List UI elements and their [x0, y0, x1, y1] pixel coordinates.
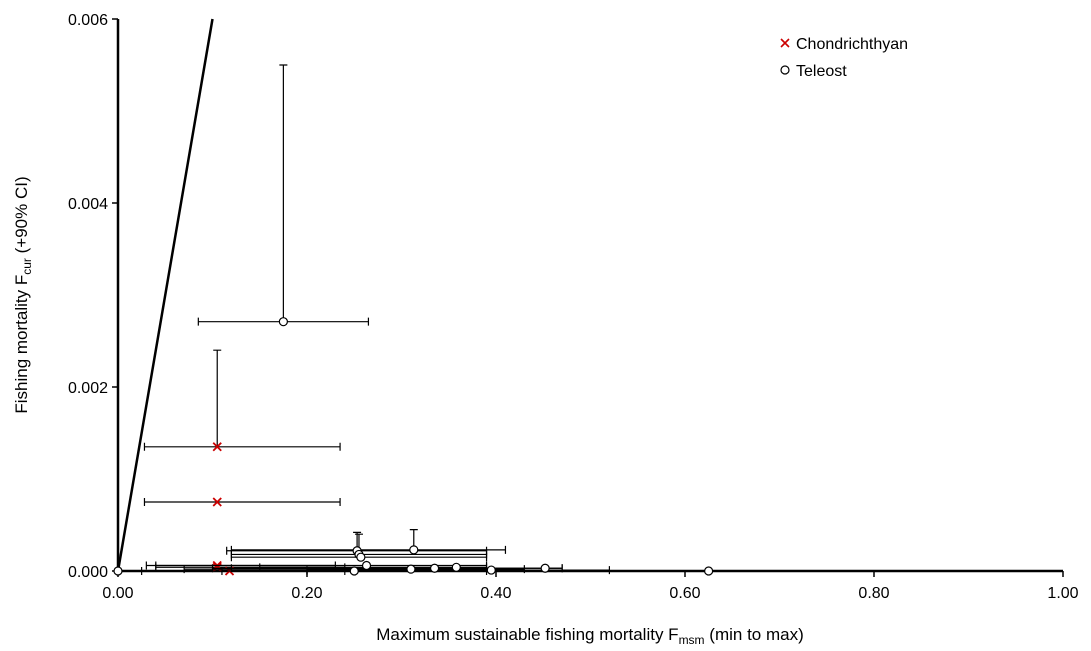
- legend-marker: [780, 65, 790, 75]
- point: [451, 562, 461, 572]
- x-tick-label: 0.60: [669, 585, 700, 602]
- reference-line: [116, 18, 214, 572]
- x-tick-label: 0.20: [291, 585, 322, 602]
- legend-marker: [780, 38, 790, 48]
- x-axis-label: Maximum sustainable fishing mortality Fm…: [376, 625, 804, 647]
- point: [429, 563, 440, 573]
- point: [361, 560, 372, 571]
- point: [406, 564, 416, 574]
- point: [349, 566, 359, 576]
- x-label-text: Maximum sustainable fishing mortality F: [376, 625, 678, 644]
- y-tick-label: 0.002: [68, 380, 108, 397]
- x-tick-label: 0.00: [102, 585, 133, 602]
- y-error-bar: [279, 64, 288, 322]
- legend-label: Chondrichthyan: [796, 36, 908, 53]
- point: [704, 566, 714, 576]
- point: [212, 442, 222, 452]
- y-tick-label: 0.000: [68, 564, 108, 581]
- point: [486, 565, 496, 575]
- x-error-bar: [143, 442, 341, 451]
- legend-label: Teleost: [796, 63, 847, 80]
- x-label-sub: msm: [679, 633, 705, 647]
- y-label-after: (+90% CI): [12, 176, 31, 258]
- y-label-sub: cur: [20, 258, 34, 275]
- point: [356, 552, 366, 562]
- y-axis-label: Fishing mortality Fcur (+90% CI): [12, 176, 34, 413]
- point: [212, 497, 222, 507]
- x-error-bar: [143, 498, 341, 506]
- x-label-after: (min to max): [705, 625, 804, 644]
- y-tick-label: 0.006: [68, 12, 108, 29]
- x-tick-label: 1.00: [1047, 585, 1078, 602]
- point: [278, 317, 288, 327]
- point: [212, 562, 222, 572]
- point: [540, 563, 550, 573]
- x-tick-label: 0.40: [480, 585, 511, 602]
- x-tick-label: 0.80: [858, 585, 889, 602]
- point: [113, 566, 123, 576]
- x-error-bar: [230, 545, 507, 554]
- y-tick-label: 0.004: [68, 196, 108, 213]
- point: [409, 545, 419, 555]
- y-label-text: Fishing mortality F: [12, 275, 31, 414]
- y-error-bar: [213, 349, 222, 447]
